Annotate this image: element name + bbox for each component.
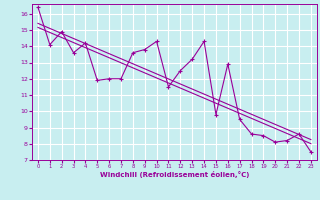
X-axis label: Windchill (Refroidissement éolien,°C): Windchill (Refroidissement éolien,°C) — [100, 171, 249, 178]
